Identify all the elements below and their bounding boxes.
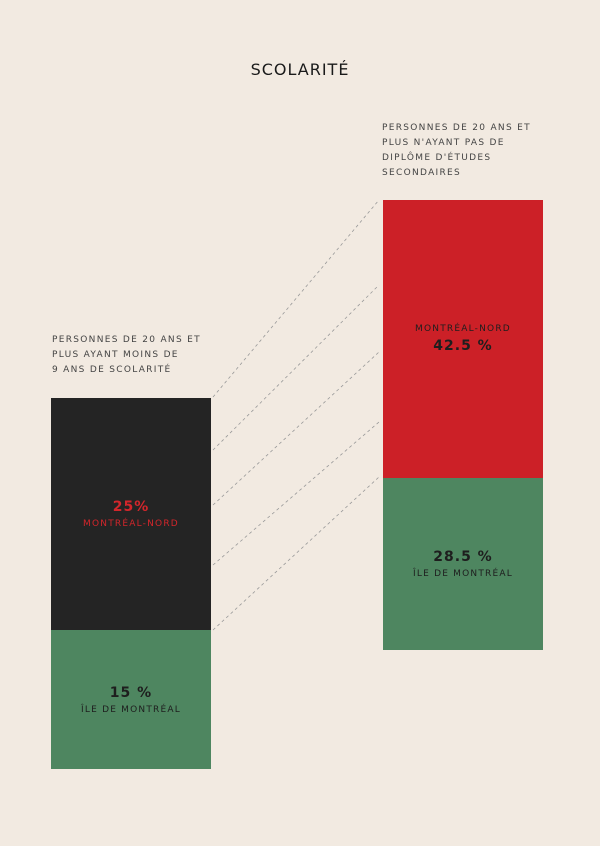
data-label-value: 25% [112,499,150,515]
data-label-value: 42.5 % [433,338,493,354]
bar-segment-ile-de-montreal-9ans: 15 % ÎLE DE MONTRÉAL [51,630,211,769]
chart-title: SCOLARITÉ [250,60,350,79]
data-label-value: 28.5 % [433,549,493,565]
data-label-name: ÎLE DE MONTRÉAL [413,569,513,579]
left-bar-caption: PERSONNES DE 20 ANS ET PLUS AYANT MOINS … [52,335,201,375]
data-label-value: 15 % [109,684,153,701]
data-label-name: MONTRÉAL-NORD [415,324,511,334]
dashed-connector-line [212,476,380,631]
bar-segment-montreal-nord-9ans: 25% MONTRÉAL-NORD [51,398,211,630]
data-label-name: ÎLE DE MONTRÉAL [81,704,181,715]
dashed-connector-line [212,421,380,566]
right-bar-caption: PERSONNES DE 20 ANS ET PLUS N'AYANT PAS … [382,123,531,178]
bar-segment-montreal-nord-diplome: MONTRÉAL-NORD 42.5 % [383,200,543,478]
data-label-name: MONTRÉAL-NORD [83,519,179,529]
dashed-connector-line [212,199,380,398]
bar-segment-ile-de-montreal-diplome: 28.5 % ÎLE DE MONTRÉAL [383,478,543,650]
dashed-connector-line [212,351,380,506]
